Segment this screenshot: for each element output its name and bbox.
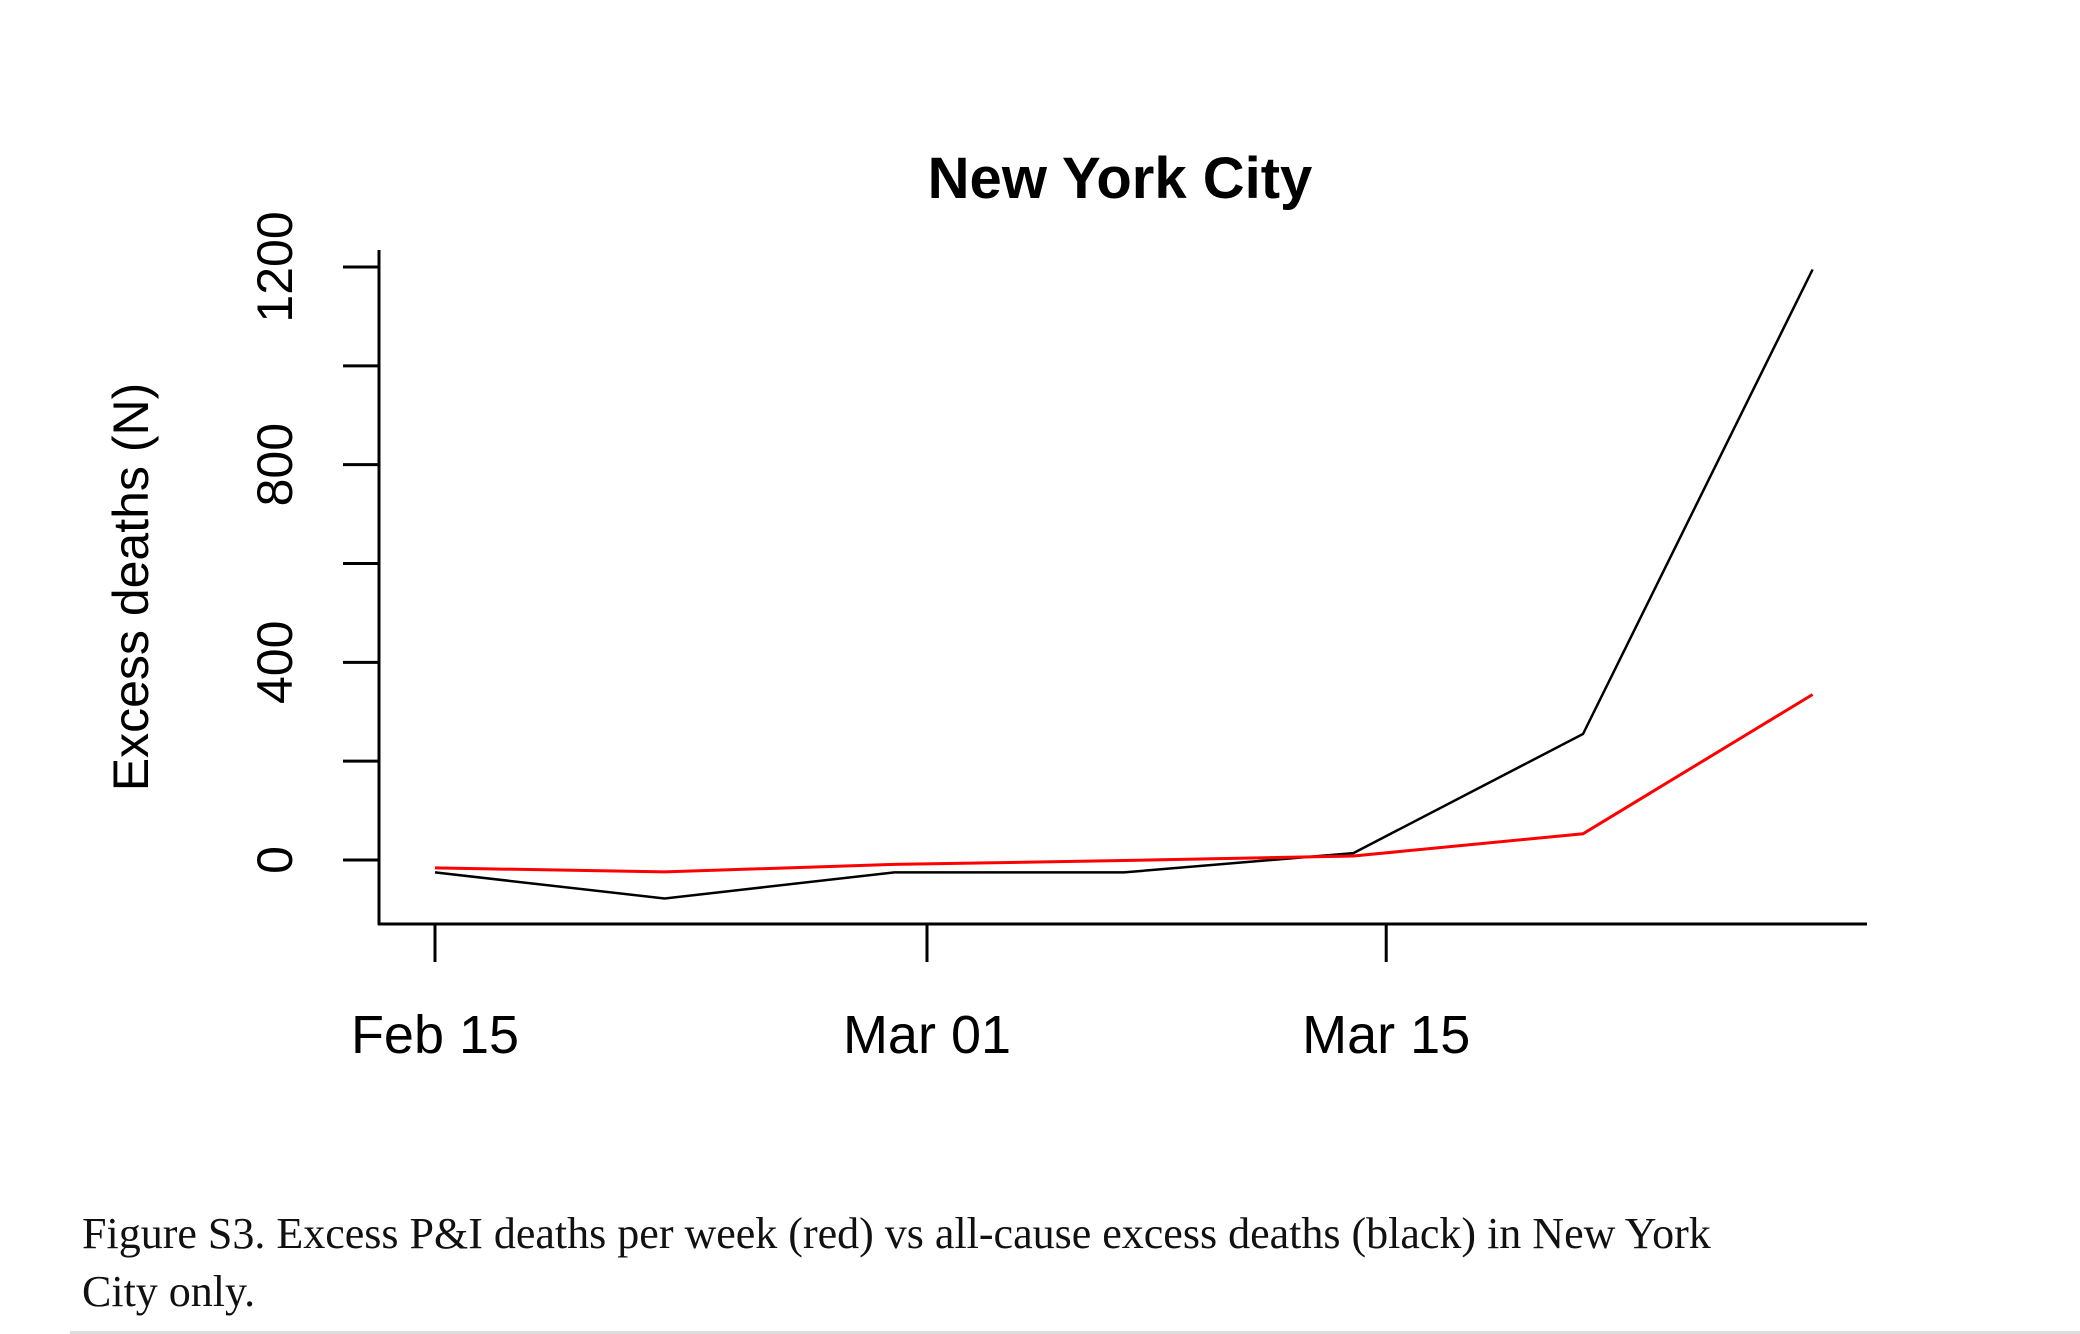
figure-caption: Figure S3. Excess P&I deaths per week (r… [82,1205,1982,1321]
y-tick-label: 400 [247,621,303,704]
chart-title: New York City [928,146,1313,211]
x-tick-label: Mar 01 [843,1005,1011,1065]
divider [70,1331,2080,1334]
line-chart: New York City Excess deaths (N) 0 400 800 1… [103,146,1867,1065]
y-tick-label: 1200 [247,211,303,322]
caption-line-2: City only. [82,1267,256,1316]
y-tick-label: 800 [247,423,303,506]
x-tick-label: Feb 15 [351,1005,519,1065]
x-tick-label: Mar 15 [1302,1005,1470,1065]
y-axis-label: Excess deaths (N) [103,383,159,791]
y-tick-label: 0 [247,846,303,874]
caption-line-1: Figure S3. Excess P&I deaths per week (r… [82,1209,1711,1258]
series-line-all-cause [434,268,1814,900]
series-line-pi [434,693,1814,874]
